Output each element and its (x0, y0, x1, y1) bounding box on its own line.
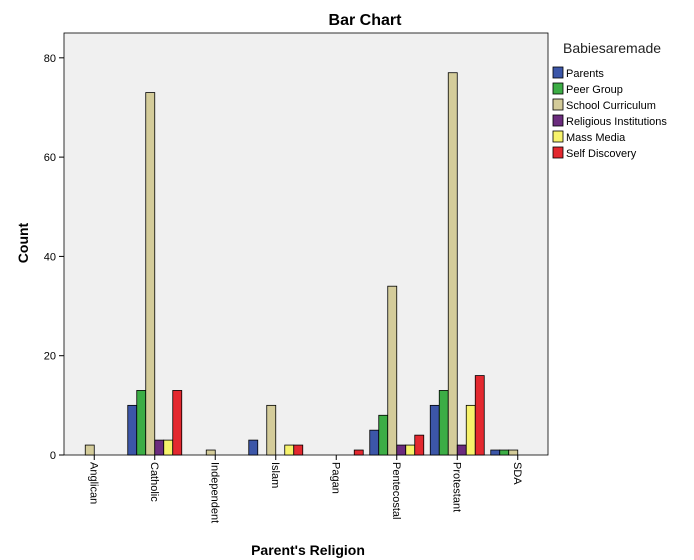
bar (284, 444, 295, 456)
x-tick-label: Anglican (87, 462, 99, 504)
legend-swatch (552, 98, 564, 111)
legend-swatch (552, 146, 564, 159)
x-axis-label: Parent's Religion (251, 542, 365, 558)
bar (248, 439, 259, 456)
chart-title: Bar Chart (329, 12, 403, 29)
legend-item-label: Parents (566, 68, 604, 80)
bar (127, 404, 138, 456)
bar (396, 444, 407, 456)
bar (447, 72, 458, 456)
bar (378, 414, 389, 456)
legend-swatch (552, 82, 564, 95)
legend-item-label: Religious Institutions (566, 116, 667, 128)
legend-title: Babiesaremade (563, 40, 661, 56)
legend-swatch (552, 130, 564, 143)
bar (172, 390, 183, 456)
y-tick-label: 0 (50, 450, 56, 462)
bar (456, 444, 467, 456)
x-tick-label: Protestant (450, 462, 462, 512)
bar (438, 390, 449, 456)
bar (205, 449, 216, 456)
y-axis-label: Count (15, 222, 31, 263)
legend-swatch (552, 66, 564, 79)
legend-item-label: Self Discovery (566, 148, 637, 160)
bar (84, 444, 95, 456)
bar (429, 404, 440, 456)
bar (369, 429, 380, 456)
x-tick-label: SDA (511, 462, 523, 485)
legend: Parents Peer Group School Curriculum Religi… (552, 66, 667, 160)
bar (136, 390, 147, 456)
y-tick-label: 40 (44, 251, 56, 263)
legend-swatch (552, 114, 564, 127)
bar (163, 439, 174, 456)
bar (293, 444, 304, 456)
x-tick-label: Pentecostal (390, 462, 402, 519)
x-tick-label: Catholic (148, 462, 160, 502)
legend-item-label: School Curriculum (566, 100, 656, 112)
x-tick-label: Islam (269, 462, 281, 488)
y-tick-label: 60 (44, 152, 56, 164)
bar (405, 444, 416, 456)
bar (387, 285, 398, 456)
x-tick-label: Independent (208, 462, 220, 523)
x-tick-label: Pagan (329, 462, 341, 494)
bar (474, 375, 485, 456)
bar (145, 92, 156, 456)
y-tick-label: 20 (44, 351, 56, 363)
bar (414, 434, 425, 456)
y-tick-label: 80 (44, 53, 56, 65)
bar (490, 449, 501, 456)
bar (154, 439, 165, 456)
bar (465, 404, 476, 456)
bar (508, 449, 519, 456)
bar (266, 404, 277, 456)
legend-item-label: Peer Group (566, 84, 623, 96)
bar (353, 449, 364, 456)
bar (499, 449, 510, 456)
legend-item-label: Mass Media (566, 132, 626, 144)
plot-area (63, 32, 549, 456)
